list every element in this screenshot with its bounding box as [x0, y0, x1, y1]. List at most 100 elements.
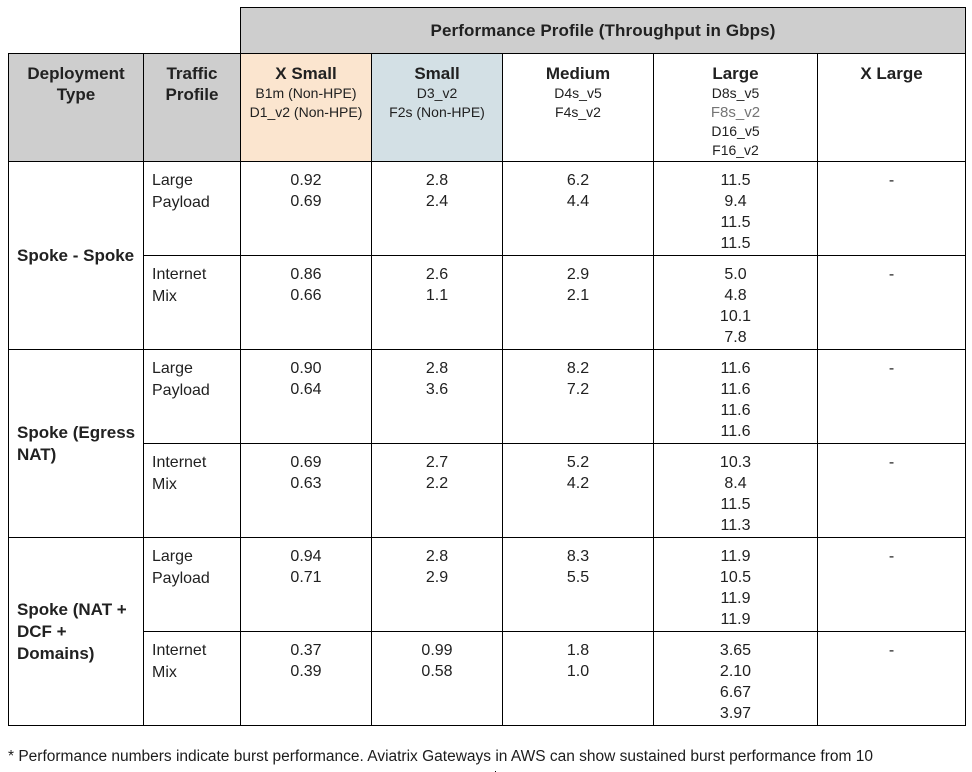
value-line: - [888, 548, 895, 565]
value-line: 11.5 [720, 496, 751, 513]
value-cell-large: 5.0 4.8 10.1 7.8 [653, 255, 818, 350]
value-line: 1.1 [425, 287, 449, 304]
traffic-cell: Internet Mix [143, 443, 241, 538]
value-line: 0.39 [290, 663, 322, 680]
instance-type: D1_v2 (Non-HPE) [249, 104, 363, 120]
value-line: - [888, 266, 895, 283]
value-line: - [888, 360, 895, 377]
table-title: Performance Profile (Throughput in Gbps) [240, 7, 966, 54]
value-line: 0.69 [290, 193, 322, 210]
value-cell-x-large: - [817, 161, 966, 256]
col-header-label: Deployment Type [27, 64, 125, 104]
value-line: 0.64 [290, 381, 322, 398]
instance-type: F16_v2 [712, 142, 759, 158]
column-header-row: Deployment Type Traffic Profile X Small … [8, 53, 966, 162]
value-line: 8.3 [566, 548, 590, 565]
value-line: 0.94 [290, 548, 322, 565]
value-cell-medium: 8.3 5.5 [502, 537, 654, 632]
value-cell-large: 3.65 2.10 6.67 3.97 [653, 631, 818, 726]
col-header-x-small: X Small B1m (Non-HPE) D1_v2 (Non-HPE) [240, 53, 372, 162]
value-line: 2.9 [566, 266, 590, 283]
value-line: 3.65 [719, 642, 752, 659]
value-line: 6.2 [566, 172, 590, 189]
value-line: 2.7 [425, 454, 449, 471]
footnote: * Performance numbers indicate burst per… [8, 745, 972, 772]
value-cell-medium: 8.2 7.2 [502, 349, 654, 444]
document-page: Performance Profile (Throughput in Gbps)… [0, 7, 972, 772]
footnote-line-1: * Performance numbers indicate burst per… [8, 745, 972, 768]
col-header-label: Traffic Profile [165, 64, 219, 104]
value-line: 5.2 [566, 454, 590, 471]
value-cell-x-small: 0.86 0.66 [240, 255, 372, 350]
traffic-cell: Internet Mix [143, 631, 241, 726]
col-header-medium: Medium D4s_v5 F4s_v2 [502, 53, 654, 162]
value-cell-small: 2.8 2.9 [371, 537, 503, 632]
footnote-text: * Performance numbers indicate burst per… [8, 748, 873, 765]
value-line: 10.3 [719, 454, 752, 471]
col-header-label: X Small [275, 64, 337, 83]
value-line: 5.5 [566, 569, 590, 586]
value-line: - [888, 642, 895, 659]
value-line: 4.8 [724, 287, 747, 304]
title-row: Performance Profile (Throughput in Gbps) [8, 7, 966, 54]
instance-type: B1m (Non-HPE) [255, 85, 357, 101]
value-line: 11.9 [720, 548, 751, 565]
table-row: Internet Mix 0.69 0.63 2.7 2.2 5.2 4.2 1… [9, 443, 966, 538]
value-cell-x-small: 0.92 0.69 [240, 161, 372, 256]
value-cell-large: 11.5 9.4 11.5 11.5 [653, 161, 818, 256]
traffic-cell: Large Payload [143, 537, 241, 632]
value-line: 11.6 [720, 402, 751, 419]
value-line: 2.9 [425, 569, 449, 586]
deployment-cell: Spoke (Egress NAT) [8, 349, 144, 538]
instance-type: D4s_v5 [554, 85, 602, 101]
value-cell-medium: 2.9 2.1 [502, 255, 654, 350]
value-line: 2.4 [425, 193, 449, 210]
value-cell-small: 2.7 2.2 [371, 443, 503, 538]
value-cell-small: 0.99 0.58 [371, 631, 503, 726]
value-line: 0.92 [290, 172, 322, 189]
value-line: 0.71 [290, 569, 322, 586]
table-corner-spacer [8, 7, 241, 54]
instance-type: D3_v2 [416, 85, 458, 101]
value-line: 0.63 [290, 475, 322, 492]
value-line: 2.2 [425, 475, 449, 492]
value-line: 0.58 [421, 663, 453, 680]
value-line: 0.86 [290, 266, 322, 283]
value-line: 5.0 [724, 266, 747, 283]
table-row: Spoke - Spoke Large Payload 0.92 0.69 2.… [8, 161, 966, 350]
value-cell-large: 11.6 11.6 11.6 11.6 [653, 349, 818, 444]
value-line: - [888, 454, 895, 471]
col-header-large: Large D8s_v5 F8s_v2 D16_v5 F16_v2 [653, 53, 818, 162]
value-cell-x-large: - [817, 537, 966, 632]
value-cell-medium: 6.2 4.4 [502, 161, 654, 256]
traffic-cell: Large Payload [143, 349, 241, 444]
col-header-x-large: X Large [817, 53, 966, 162]
value-cell-large: 10.3 8.4 11.5 11.3 [653, 443, 818, 538]
value-line: 11.5 [720, 172, 751, 189]
value-cell-large: 11.9 10.5 11.9 11.9 [653, 537, 818, 632]
value-line: 2.8 [425, 172, 449, 189]
deployment-cell: Spoke (NAT + DCF + Domains) [8, 537, 144, 726]
value-cell-small: 2.8 2.4 [371, 161, 503, 256]
value-line: 1.0 [566, 663, 590, 680]
value-line: 7.8 [724, 329, 747, 346]
value-line: 0.99 [421, 642, 453, 659]
table-row: Internet Mix 0.86 0.66 2.6 1.1 2.9 2.1 5… [9, 255, 966, 350]
col-header-label: Medium [545, 64, 611, 83]
col-header-label: Small [414, 64, 460, 83]
value-line: 11.9 [720, 590, 751, 607]
value-line: 1.8 [566, 642, 590, 659]
value-line: 0.37 [290, 642, 322, 659]
instance-type: D16_v5 [711, 123, 760, 139]
value-line: 7.2 [566, 381, 590, 398]
col-header-small: Small D3_v2 F2s (Non-HPE) [371, 53, 503, 162]
value-line: 2.1 [566, 287, 590, 304]
value-line: 2.10 [719, 663, 752, 680]
value-line: 10.5 [719, 569, 752, 586]
value-cell-x-large: - [817, 255, 966, 350]
value-line: 11.6 [720, 381, 751, 398]
value-cell-x-large: - [817, 349, 966, 444]
value-line: - [888, 172, 895, 189]
value-cell-x-small: 0.94 0.71 [240, 537, 372, 632]
instance-type: F4s_v2 [555, 104, 601, 120]
